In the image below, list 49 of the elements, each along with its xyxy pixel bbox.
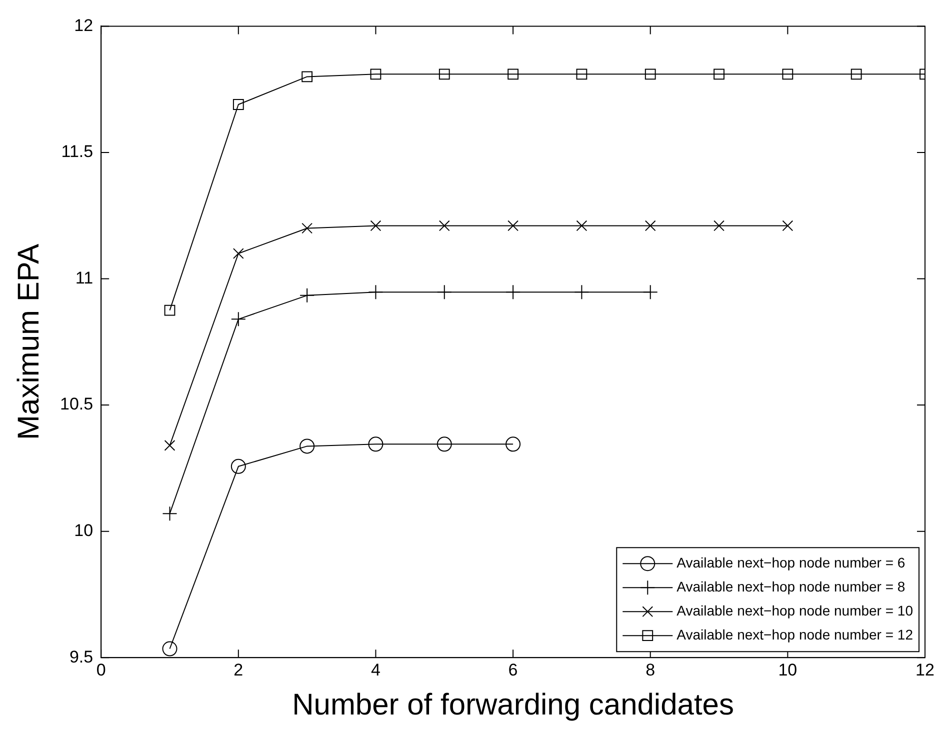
point (644, 220, 656, 232)
y-tick-label: 10.5 (60, 394, 94, 414)
point (162, 506, 178, 522)
point (232, 248, 244, 259)
point (508, 68, 518, 80)
point (232, 99, 244, 110)
y-tick-label: 12 (74, 16, 94, 35)
point (576, 220, 588, 232)
legend-label: Available next−hop node number = 12 (676, 626, 914, 642)
point (438, 220, 450, 232)
point (164, 440, 176, 451)
point (302, 71, 313, 82)
point (368, 436, 384, 452)
x-tick-label: 6 (508, 660, 518, 680)
x-tick-label: 10 (778, 660, 798, 680)
point (714, 68, 724, 80)
point (714, 220, 724, 232)
point (644, 68, 656, 80)
x-tick-label: 12 (916, 660, 934, 680)
y-axis-title: Maximum EPA (12, 244, 46, 440)
point (642, 284, 658, 300)
point (370, 68, 382, 80)
y-tick-label: 11 (75, 268, 94, 288)
point (782, 68, 794, 80)
legend-label: Available next−hop node number = 6 (676, 554, 906, 570)
legend-label: Available next−hop node number = 10 (676, 602, 914, 618)
point (302, 222, 313, 234)
point (230, 312, 246, 327)
point (508, 220, 518, 232)
legend-label: Available next−hop node number = 8 (676, 578, 906, 594)
point (506, 436, 521, 452)
point (300, 438, 315, 454)
point (436, 436, 452, 452)
y-tick-label: 11.5 (61, 142, 94, 162)
y-tick-label: 9.5 (69, 647, 94, 666)
point (230, 458, 246, 474)
point (782, 220, 794, 232)
point (850, 68, 862, 80)
x-tick-label: 0 (96, 660, 106, 680)
point (164, 304, 176, 316)
point (370, 220, 382, 232)
y-tick-label: 10 (74, 521, 94, 540)
x-tick-label: 2 (234, 660, 244, 680)
point (438, 68, 450, 80)
x-tick-label: 4 (370, 660, 380, 680)
x-axis-title: Number of forwarding candidates (292, 688, 734, 722)
x-tick-label: 8 (646, 660, 656, 680)
point (162, 641, 178, 656)
point (576, 68, 588, 80)
